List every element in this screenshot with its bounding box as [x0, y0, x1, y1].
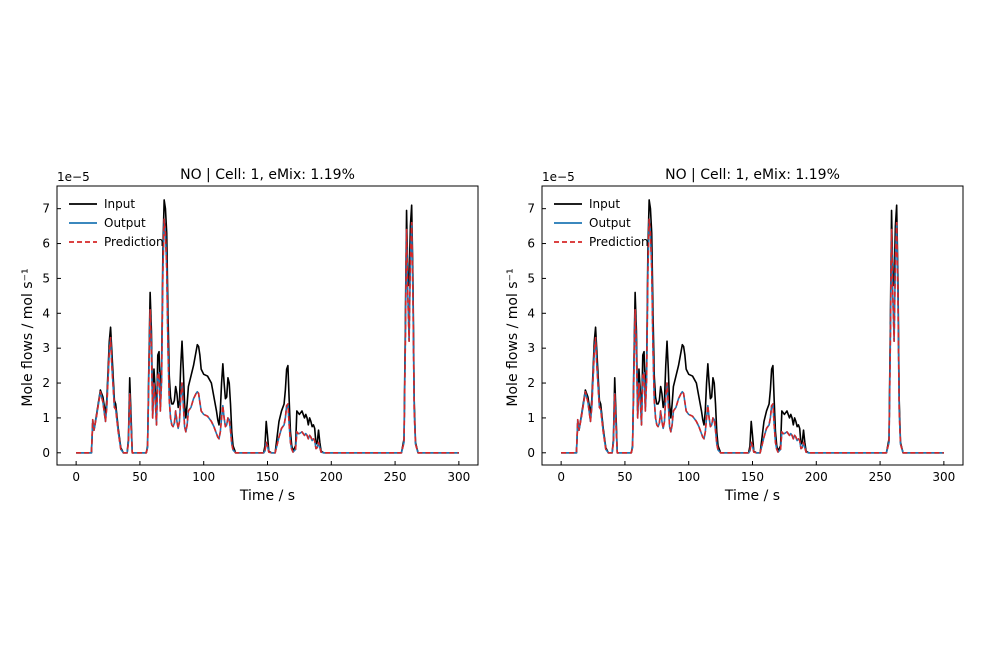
y-tick-label: 5 [527, 271, 535, 285]
legend-label-output: Output [589, 216, 631, 230]
series-line-prediction [76, 218, 459, 454]
legend-label-input: Input [104, 197, 135, 211]
y-tick-label: 7 [527, 202, 535, 216]
chart-title: NO | Cell: 1, eMix: 1.19% [665, 167, 840, 183]
y-tick-label: 3 [42, 341, 50, 355]
series-line-output [561, 218, 944, 454]
y-tick-label: 6 [42, 237, 50, 251]
y-tick-label: 7 [42, 202, 50, 216]
x-axis-label: Time / s [724, 488, 780, 504]
y-tick-label: 1 [527, 411, 535, 425]
chart-title: NO | Cell: 1, eMix: 1.19% [180, 167, 355, 183]
y-tick-label: 4 [527, 306, 535, 320]
y-axis-label: Mole flows / mol s⁻¹ [505, 268, 521, 406]
axis-offset-text: 1e−5 [542, 170, 575, 184]
x-tick-label: 300 [932, 470, 955, 484]
y-tick-label: 0 [527, 446, 535, 460]
y-tick-label: 1 [42, 411, 50, 425]
x-tick-label: 250 [869, 470, 892, 484]
chart-panel-2: 0 50 100 150 200 250 300 0 1 2 3 4 5 6 7 1e−5 NO | Cell:… [505, 167, 964, 504]
x-tick-label: 0 [557, 470, 565, 484]
x-tick-label: 150 [256, 470, 279, 484]
axis-offset-text: 1e−5 [57, 170, 90, 184]
x-tick-label: 100 [192, 470, 215, 484]
x-tick-label: 150 [741, 470, 764, 484]
x-tick-label: 50 [132, 470, 147, 484]
legend-label-prediction: Prediction [104, 235, 164, 249]
series-line-output [76, 218, 459, 454]
x-tick-label: 200 [320, 470, 343, 484]
x-tick-label: 0 [72, 470, 80, 484]
x-tick-label: 200 [805, 470, 828, 484]
y-tick-label: 6 [527, 237, 535, 251]
y-tick-label: 4 [42, 306, 50, 320]
legend-label-prediction: Prediction [589, 235, 649, 249]
y-tick-label: 5 [42, 271, 50, 285]
y-tick-label: 0 [42, 446, 50, 460]
y-axis-label: Mole flows / mol s⁻¹ [20, 268, 36, 406]
y-tick-label: 2 [527, 376, 535, 390]
x-tick-label: 100 [677, 470, 700, 484]
x-tick-label: 250 [384, 470, 407, 484]
series-line-prediction [561, 218, 944, 454]
legend-label-input: Input [589, 197, 620, 211]
y-tick-label: 2 [42, 376, 50, 390]
legend-label-output: Output [104, 216, 146, 230]
x-tick-label: 300 [447, 470, 470, 484]
chart-panel-1: 0 50 100 150 200 250 300 0 1 2 3 4 5 6 7 1e−5 NO | Cell:… [20, 167, 479, 504]
y-tick-label: 3 [527, 341, 535, 355]
x-axis-label: Time / s [239, 488, 295, 504]
x-tick-label: 50 [617, 470, 632, 484]
